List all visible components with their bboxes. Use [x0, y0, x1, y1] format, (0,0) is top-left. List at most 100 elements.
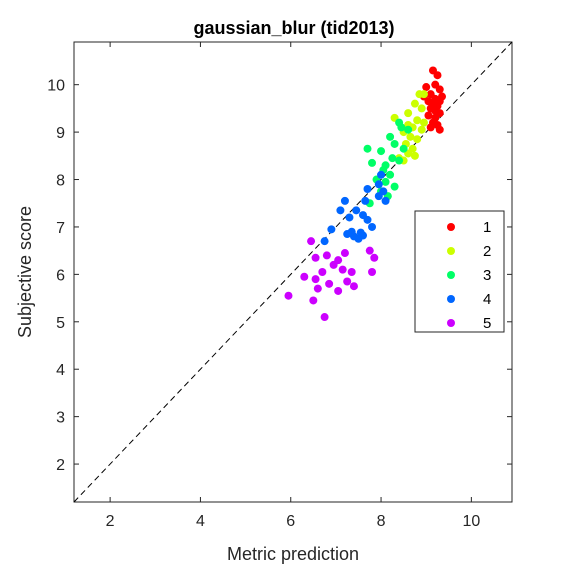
y-tick-label: 7	[56, 220, 65, 237]
x-axis: 2 4 6 8 10	[106, 42, 480, 530]
data-point-series-5	[329, 260, 338, 269]
data-point-series-3	[397, 123, 406, 132]
data-point-series-1	[422, 83, 431, 92]
data-point-series-5	[313, 284, 322, 293]
data-point-series-5	[320, 313, 329, 322]
data-point-series-4	[320, 237, 329, 246]
data-point-series-5	[334, 286, 343, 295]
data-point-series-4	[381, 196, 390, 205]
data-point-series-2	[406, 132, 415, 141]
data-point-series-2	[419, 118, 428, 127]
legend: 1 2 3 4 5	[414, 210, 505, 333]
data-point-series-2	[410, 151, 419, 160]
data-point-series-5	[365, 246, 374, 255]
data-point-series-2	[417, 125, 426, 134]
data-point-series-4	[354, 234, 363, 243]
data-point-series-1	[426, 123, 435, 132]
data-point-series-3	[386, 170, 395, 179]
y-tick-label: 6	[56, 267, 65, 284]
data-point-series-5	[368, 268, 377, 276]
y-tick-label: 3	[56, 410, 65, 427]
legend-marker-1	[447, 223, 455, 231]
data-point-series-5	[322, 251, 331, 260]
data-point-series-5	[343, 277, 352, 286]
y-tick-label: 8	[56, 173, 65, 190]
data-point-series-2	[410, 99, 419, 108]
data-point-series-4	[327, 225, 336, 234]
data-point-series-5	[300, 272, 309, 281]
legend-label-4: 4	[483, 291, 491, 308]
data-point-series-4	[352, 206, 361, 215]
x-tick-label: 6	[286, 513, 295, 530]
data-point-series-5	[307, 237, 316, 246]
data-point-series-4	[368, 222, 377, 231]
data-point-series-3	[399, 144, 408, 153]
data-point-series-3	[388, 154, 397, 163]
data-point-series-1	[424, 111, 433, 120]
y-axis-label: Subjective score	[15, 206, 35, 338]
y-tick-label: 9	[56, 125, 65, 142]
data-point-series-5	[370, 253, 379, 262]
legend-marker-5	[447, 319, 455, 327]
data-point-series-5	[311, 275, 320, 284]
data-point-series-2	[419, 90, 428, 99]
data-point-series-5	[349, 282, 358, 291]
data-point-series-4	[340, 196, 349, 205]
data-point-series-5	[325, 279, 334, 288]
data-point-series-2	[404, 109, 413, 118]
legend-label-3: 3	[483, 267, 491, 284]
data-point-series-4	[374, 180, 383, 189]
data-point-series-4	[363, 215, 372, 224]
data-point-series-4	[345, 213, 354, 222]
data-point-series-3	[404, 125, 413, 134]
data-point-series-5	[284, 291, 293, 300]
data-point-series-4	[336, 206, 345, 215]
chart-title: gaussian_blur (tid2013)	[193, 18, 394, 38]
y-tick-label: 5	[56, 315, 65, 332]
y-tick-label: 4	[56, 362, 65, 379]
data-point-series-4	[374, 192, 383, 201]
data-point-series-5	[318, 268, 327, 276]
legend-box	[414, 210, 505, 333]
y-tick-label: 10	[47, 78, 65, 95]
legend-marker-2	[447, 247, 455, 255]
x-tick-label: 2	[106, 513, 115, 530]
data-point-series-5	[309, 296, 318, 305]
data-point-series-1	[435, 125, 444, 134]
data-point-series-3	[377, 147, 386, 156]
legend-label-1: 1	[483, 219, 491, 236]
legend-label-5: 5	[483, 315, 491, 332]
y-tick-label: 2	[56, 457, 65, 474]
x-tick-label: 4	[196, 513, 205, 530]
data-point-series-4	[361, 196, 370, 205]
data-point-series-3	[395, 156, 404, 165]
data-point-series-5	[311, 253, 320, 262]
data-point-series-3	[386, 132, 395, 141]
data-point-series-4	[377, 170, 386, 179]
data-point-series-5	[340, 249, 349, 258]
x-tick-label: 10	[462, 513, 480, 530]
data-point-series-3	[368, 158, 377, 167]
legend-label-2: 2	[483, 243, 491, 260]
data-point-series-2	[413, 135, 422, 144]
x-tick-label: 8	[377, 513, 386, 530]
x-axis-label: Metric prediction	[227, 544, 359, 564]
y-axis: 2 3 4 5 6 7 8 9 10	[47, 78, 512, 474]
data-point-series-3	[390, 139, 399, 148]
data-point-series-3	[363, 144, 372, 153]
data-point-series-1	[438, 92, 447, 101]
data-point-series-2	[413, 116, 422, 125]
data-point-series-5	[347, 268, 356, 276]
data-point-series-3	[381, 177, 390, 186]
scatter-points	[284, 66, 447, 322]
data-point-series-1	[433, 71, 442, 80]
data-point-series-4	[363, 185, 372, 194]
legend-marker-4	[447, 295, 455, 303]
data-point-series-1	[431, 80, 440, 89]
data-point-series-4	[343, 230, 352, 239]
data-point-series-2	[417, 104, 426, 113]
data-point-series-3	[390, 182, 399, 191]
data-point-series-5	[338, 265, 347, 274]
legend-marker-3	[447, 271, 455, 279]
